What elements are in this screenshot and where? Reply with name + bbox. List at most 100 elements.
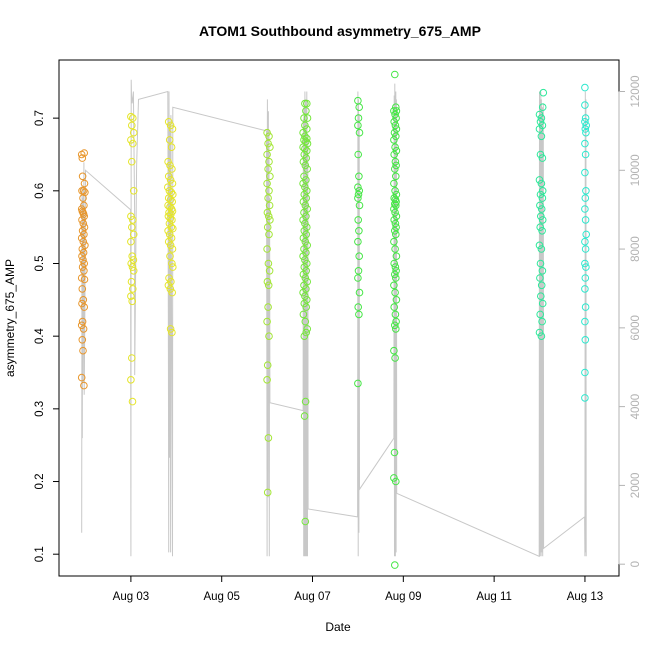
data-point	[390, 216, 399, 224]
data-point	[537, 114, 546, 122]
data-point	[391, 187, 399, 195]
data-point	[264, 434, 273, 442]
data-point	[79, 256, 87, 264]
data-point	[166, 214, 175, 223]
data-point	[80, 275, 89, 284]
data-point	[354, 114, 363, 122]
data-point	[354, 303, 363, 311]
data-point	[392, 172, 400, 181]
data-point	[538, 227, 546, 235]
data-point	[391, 208, 399, 217]
data-point	[165, 230, 174, 239]
data-point	[538, 154, 547, 162]
data-point	[537, 132, 546, 141]
data-point	[79, 346, 87, 355]
data-point	[390, 136, 398, 144]
data-point	[264, 194, 272, 202]
data-point	[390, 128, 399, 137]
data-point	[127, 112, 135, 121]
data-point	[166, 161, 174, 170]
data-point	[265, 267, 274, 275]
data-point	[168, 259, 176, 268]
data-point	[78, 263, 87, 271]
data-point	[263, 128, 271, 137]
data-point	[299, 179, 307, 188]
data-point	[166, 325, 175, 333]
data-point	[127, 259, 135, 268]
y-tick-label: 0.7	[34, 110, 46, 126]
data-point	[581, 168, 589, 177]
data-point	[166, 121, 175, 130]
data-point	[79, 296, 88, 304]
data-point	[300, 150, 309, 159]
data-point	[581, 139, 589, 148]
data-point	[301, 132, 309, 141]
data-point	[129, 216, 137, 224]
y-axis: 0.1 0.2 0.3 0.4 0.5 0.6 0.7	[34, 110, 60, 562]
data-point	[300, 227, 309, 235]
data-point	[164, 118, 173, 126]
data-point	[581, 259, 589, 268]
data-point	[355, 187, 364, 195]
data-point	[582, 263, 590, 271]
data-point	[128, 252, 136, 261]
data-point	[77, 321, 86, 330]
data-point	[77, 234, 86, 242]
data-point	[536, 223, 545, 231]
data-point	[127, 212, 135, 221]
data-point	[391, 310, 400, 319]
data-point	[129, 285, 137, 293]
data-point	[264, 165, 272, 173]
data-point	[79, 219, 88, 228]
data-point	[168, 125, 177, 133]
data-point	[168, 328, 176, 337]
data-point	[582, 121, 591, 130]
data-point	[390, 179, 398, 188]
data-point	[355, 288, 364, 297]
data-point	[128, 297, 136, 306]
data-point	[355, 128, 364, 137]
y-axis-label: asymmetry_675_AMP	[3, 259, 17, 377]
secondary-y-axis: 0 2000 4000 6000 8000 10000 12000	[618, 76, 642, 567]
x-tick-label: Aug 03	[113, 591, 149, 603]
data-point	[300, 245, 308, 253]
data-point	[263, 245, 271, 253]
data-point	[535, 328, 544, 337]
data-point	[390, 346, 398, 355]
data-point	[581, 216, 590, 224]
data-point	[263, 223, 272, 231]
data-point	[391, 219, 400, 228]
data-point	[539, 88, 548, 97]
data-point	[78, 252, 86, 261]
data-point	[354, 216, 363, 224]
data-point	[391, 354, 399, 362]
data-point	[582, 187, 590, 195]
secondary-y-tick-label: 6000	[630, 315, 642, 341]
data-point	[164, 172, 173, 181]
data-point	[300, 299, 309, 308]
data-point	[392, 274, 400, 282]
data-point	[392, 125, 401, 133]
data-point	[299, 197, 308, 206]
data-point	[80, 223, 89, 231]
x-tick-label: Aug 09	[385, 591, 421, 603]
data-point	[581, 205, 589, 213]
data-point	[264, 139, 272, 148]
data-point	[392, 230, 400, 239]
data-point	[265, 332, 273, 341]
data-point	[301, 274, 310, 282]
data-point	[536, 274, 544, 282]
data-point	[538, 317, 546, 326]
data-point	[299, 234, 308, 242]
data-point	[391, 165, 399, 173]
data-point	[80, 303, 88, 311]
data-point	[166, 176, 175, 184]
data-point	[264, 259, 273, 268]
data-point	[129, 114, 137, 122]
data-point	[581, 150, 590, 159]
data-point	[354, 379, 362, 388]
data-point	[390, 107, 398, 115]
data-point	[302, 107, 310, 115]
data-point	[263, 277, 272, 286]
data-point	[264, 303, 272, 311]
